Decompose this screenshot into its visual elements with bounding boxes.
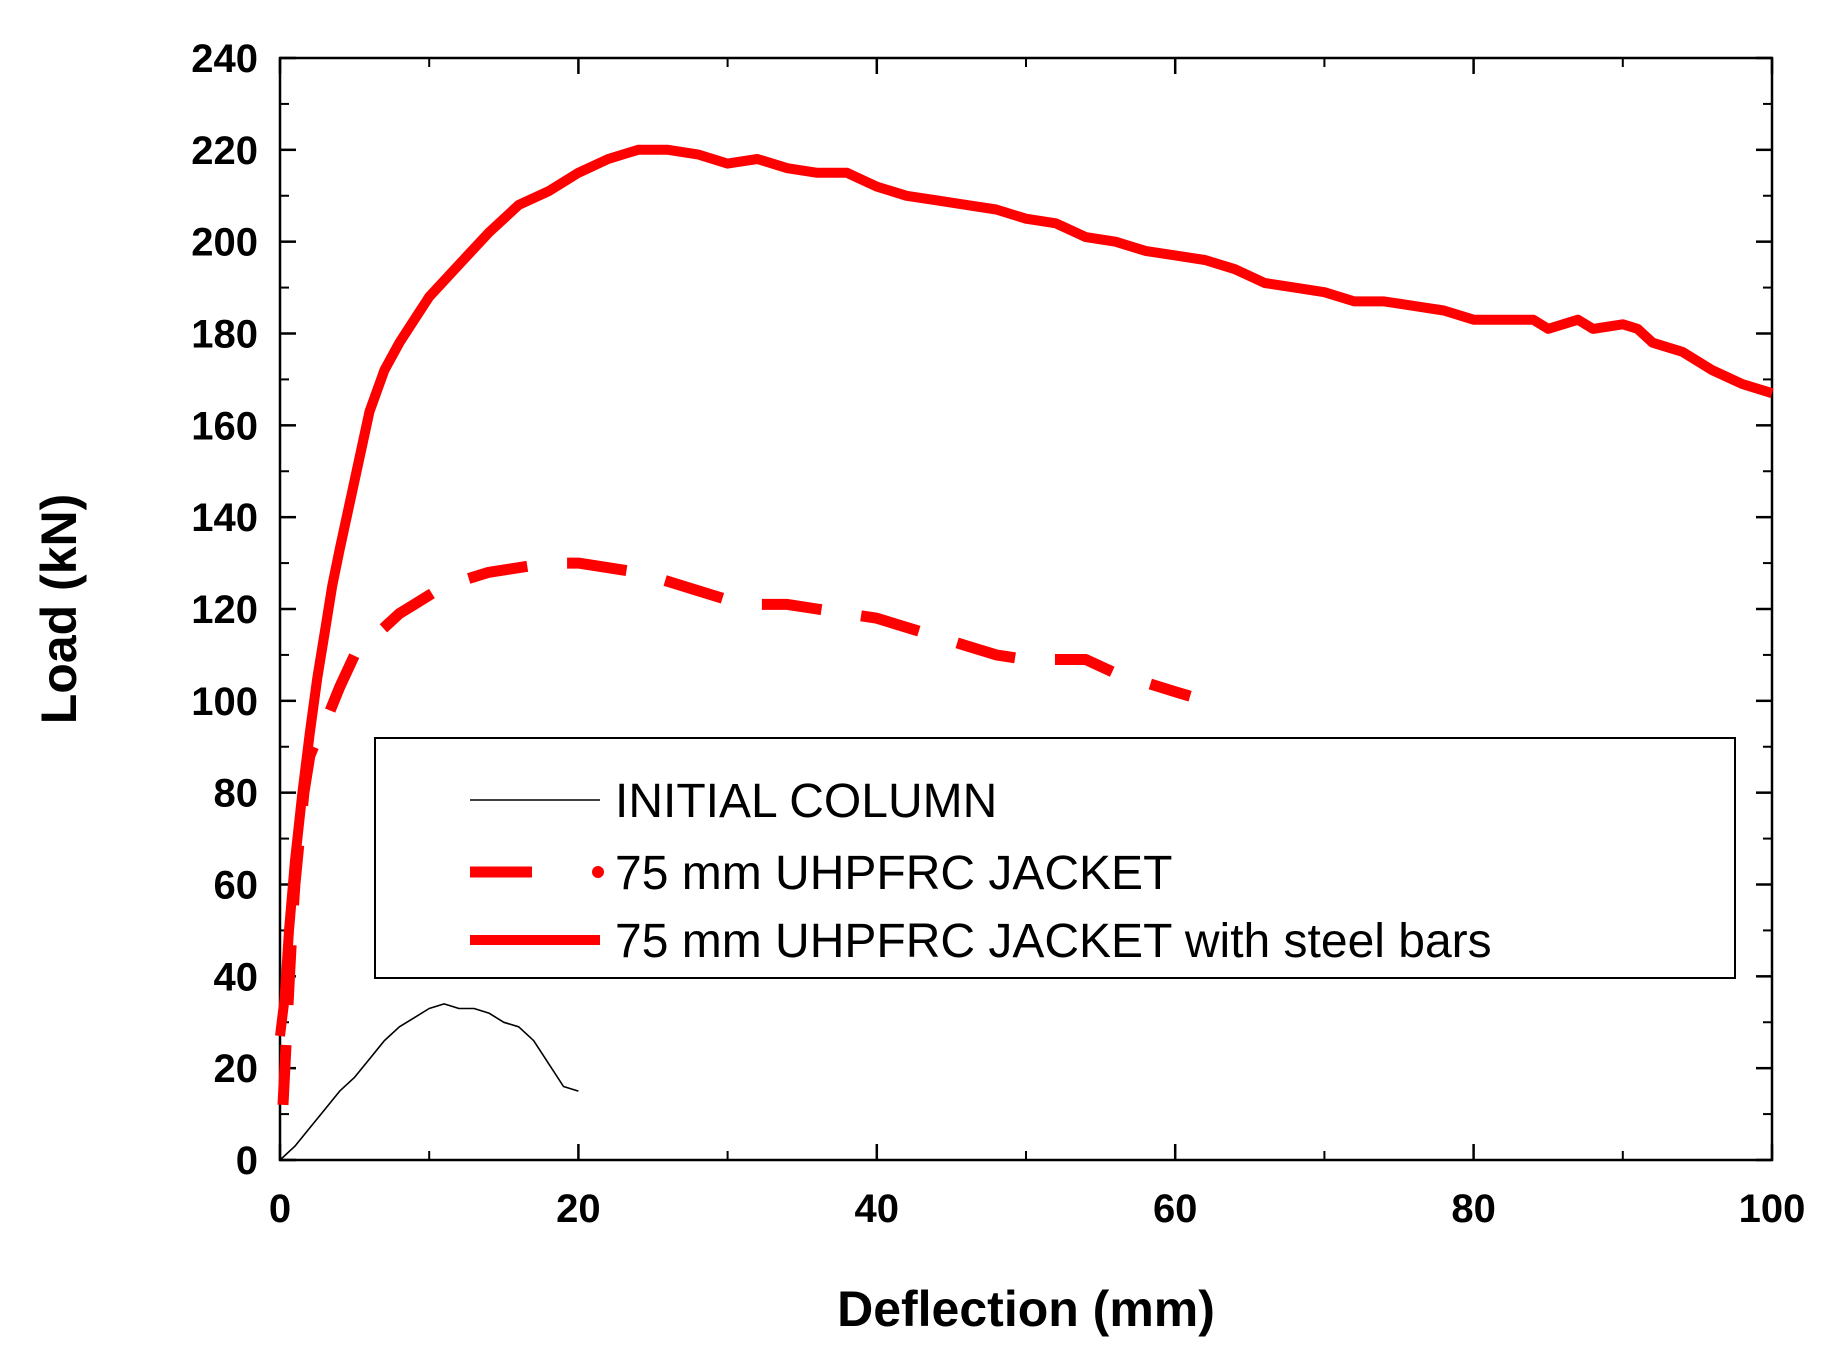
legend-entry-uhpfrc-jacket: 75 mm UHPFRC JACKET	[615, 847, 1172, 900]
y-tick-label: 40	[214, 955, 259, 999]
y-tick-label: 80	[214, 772, 259, 816]
legend-dot-uhpfrc-jacket	[592, 866, 604, 878]
x-tick-label: 20	[556, 1187, 601, 1231]
y-tick-label: 0	[236, 1139, 258, 1183]
y-axis-label: Load (kN)	[31, 494, 87, 725]
y-tick-label: 200	[191, 221, 258, 265]
series-layer	[275, 144, 1774, 1161]
y-tick-label: 240	[191, 37, 258, 81]
legend-entry-uhpfrc-jacket-steel-bars: 75 mm UHPFRC JACKET with steel bars	[615, 915, 1492, 968]
axis-ticks: 0 20 40 60 80 100 0 20 40 60 80 100 120 140 160 180 200 2…	[191, 37, 1805, 1231]
x-tick-label: 60	[1153, 1187, 1198, 1231]
x-tick-label: 100	[1739, 1187, 1806, 1231]
y-tick-label: 160	[191, 404, 258, 448]
legend: INITIAL COLUMN 75 mm UHPFRC JACKET 75 mm…	[374, 737, 1736, 979]
series-uhpfrc-jacket-steel-bars	[275, 144, 1774, 1037]
x-tick-label: 40	[855, 1187, 900, 1231]
legend-entry-initial-column: INITIAL COLUMN	[615, 775, 997, 828]
y-tick-label: 220	[191, 129, 258, 173]
y-tick-label: 20	[214, 1047, 259, 1091]
y-tick-label: 140	[191, 496, 258, 540]
legend-box	[374, 737, 1736, 979]
x-axis-label: Deflection (mm)	[837, 1281, 1215, 1337]
y-tick-label: 100	[191, 680, 258, 724]
series-initial-column	[279, 1003, 579, 1161]
y-tick-label: 60	[214, 864, 259, 908]
x-tick-label: 80	[1451, 1187, 1496, 1231]
x-tick-label: 0	[269, 1187, 291, 1231]
y-tick-label: 120	[191, 588, 258, 632]
y-tick-label: 180	[191, 313, 258, 357]
